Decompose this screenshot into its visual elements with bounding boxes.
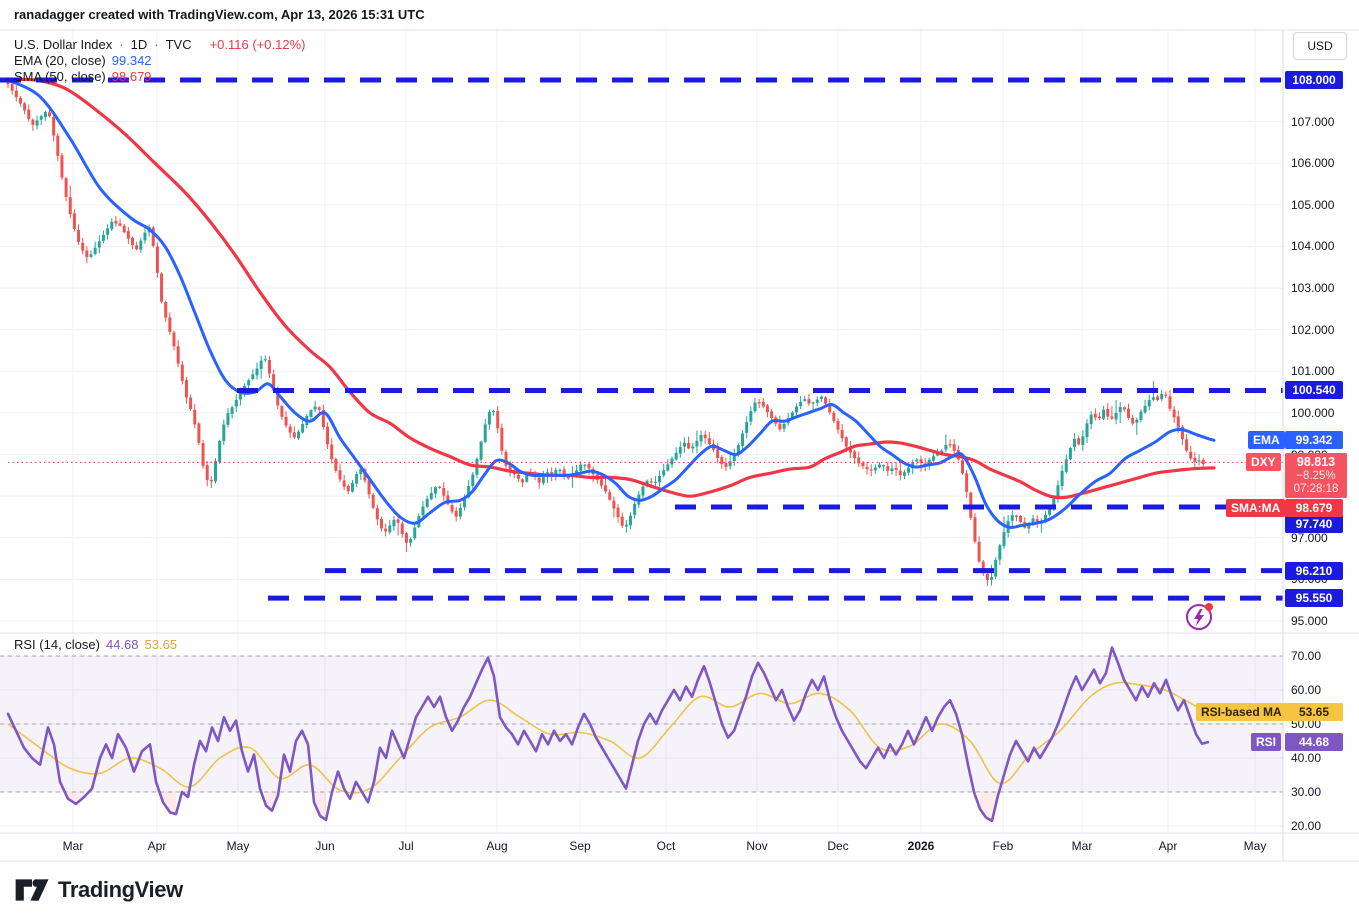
currency-button[interactable]: USD <box>1293 32 1347 60</box>
rsi-oversold-fill <box>266 792 278 811</box>
ema-legend-value: 99.342 <box>111 53 152 68</box>
legend-separator: · <box>154 37 159 52</box>
ema20-line <box>6 78 1216 530</box>
rsi-tick-label: 30.00 <box>1291 785 1322 799</box>
time-tick-label: Nov <box>746 839 768 853</box>
time-tick-label: Jul <box>398 839 414 853</box>
legend-separator: · <box>119 37 124 52</box>
change-value: +0.116 (+0.12%) <box>209 37 306 52</box>
symbol-title: U.S. Dollar Index <box>14 37 113 52</box>
rsi-tick-label: 40.00 <box>1291 751 1322 765</box>
time-tick-label: Aug <box>486 839 508 853</box>
price-tick-label: 106.000 <box>1291 156 1335 171</box>
price-tick-label: 103.000 <box>1291 281 1335 296</box>
price-level-chip: 108.000 <box>1285 71 1343 89</box>
price-tick-label: 101.000 <box>1291 364 1335 379</box>
sma50-line <box>6 77 1216 500</box>
price-tick-label: 97.000 <box>1291 530 1328 545</box>
time-tick-label: Apr <box>1158 839 1178 853</box>
rsi-line <box>6 646 1210 823</box>
ema-tag: EMA <box>1248 431 1285 450</box>
time-tick-label: Mar <box>1071 839 1093 853</box>
time-tick-label: May <box>226 839 250 853</box>
sma-legend-value: 98.679 <box>111 69 152 84</box>
time-tick-label: Oct <box>656 839 676 853</box>
candles <box>6 77 1205 586</box>
time-tick-label: Sep <box>569 839 591 853</box>
interval-label: 1D <box>130 37 148 52</box>
price-level-chip: 97.740 <box>1285 515 1343 533</box>
rsi-ma-tag: RSI-based MA <box>1196 702 1287 721</box>
dxy-price-chip: 98.813 −8.25% 07:28:18 <box>1285 453 1347 499</box>
dxy-tag: DXY <box>1246 453 1281 472</box>
sma-legend-label: SMA (50, close) <box>14 69 106 84</box>
flash-boost-icon[interactable] <box>1184 600 1216 632</box>
rsi-tick-label: 20.00 <box>1291 819 1322 833</box>
time-tick-label: Feb <box>992 839 1014 853</box>
exchange-label: TVC <box>165 37 192 52</box>
rsi-tick-label: 60.00 <box>1291 683 1322 697</box>
ema-legend[interactable]: EMA (20, close) 99.342 <box>14 53 152 68</box>
price-level-chip: 100.540 <box>1285 381 1343 400</box>
ema-value-chip: 99.342 <box>1285 431 1343 450</box>
time-tick-label: 2026 <box>907 839 935 853</box>
rsi-oversold-fill <box>163 792 176 815</box>
dxy-price-value: 98.813 <box>1296 455 1336 470</box>
rsi-legend-label: RSI (14, close) <box>14 637 100 652</box>
sma-value-chip: 98.679 <box>1285 499 1343 518</box>
dxy-change-value: −8.25% <box>1296 470 1336 483</box>
price-tick-label: 105.000 <box>1291 197 1335 212</box>
rsi-tick-label: 70.00 <box>1291 649 1322 663</box>
sma-tag: SMA:MA <box>1226 499 1286 518</box>
price-tick-label: 104.000 <box>1291 239 1335 254</box>
price-level-chip: 96.210 <box>1285 561 1343 580</box>
time-tick-label: Mar <box>62 839 84 853</box>
ema-legend-label: EMA (20, close) <box>14 53 106 68</box>
time-tick-label: Apr <box>147 839 167 853</box>
price-tick-label: 107.000 <box>1291 114 1335 129</box>
tradingview-logo[interactable]: TradingView <box>14 876 183 904</box>
credit-line: ranadagger created with TradingView.com,… <box>14 7 425 22</box>
sma-legend[interactable]: SMA (50, close) 98.679 <box>14 69 152 84</box>
symbol-legend[interactable]: U.S. Dollar Index · 1D · TVC +0.116 (+0.… <box>14 37 305 52</box>
price-tick-label: 95.000 <box>1291 614 1328 628</box>
rsi-legend-value: 44.68 <box>105 637 139 652</box>
price-level-chip: 95.550 <box>1285 589 1343 608</box>
rsi-tag: RSI <box>1251 733 1282 752</box>
rsi-legend[interactable]: RSI (14, close) 44.68 53.65 <box>14 637 177 652</box>
price-tick-label: 100.000 <box>1291 405 1335 420</box>
tradingview-wordmark: TradingView <box>58 877 183 902</box>
rsi-value-chip: 44.68 <box>1285 733 1343 752</box>
rsi-ma-legend-value: 53.65 <box>144 637 178 652</box>
rsi-ma-value-chip: 53.65 <box>1285 702 1343 721</box>
dxy-countdown: 07:28:18 <box>1293 483 1339 496</box>
time-tick-label: Jun <box>315 839 335 853</box>
rsi-oversold-fill <box>314 792 326 820</box>
tradingview-logo-mark <box>15 879 49 901</box>
time-tick-label: Dec <box>827 839 849 853</box>
time-tick-label: May <box>1243 839 1267 853</box>
price-tick-label: 102.000 <box>1291 322 1335 337</box>
